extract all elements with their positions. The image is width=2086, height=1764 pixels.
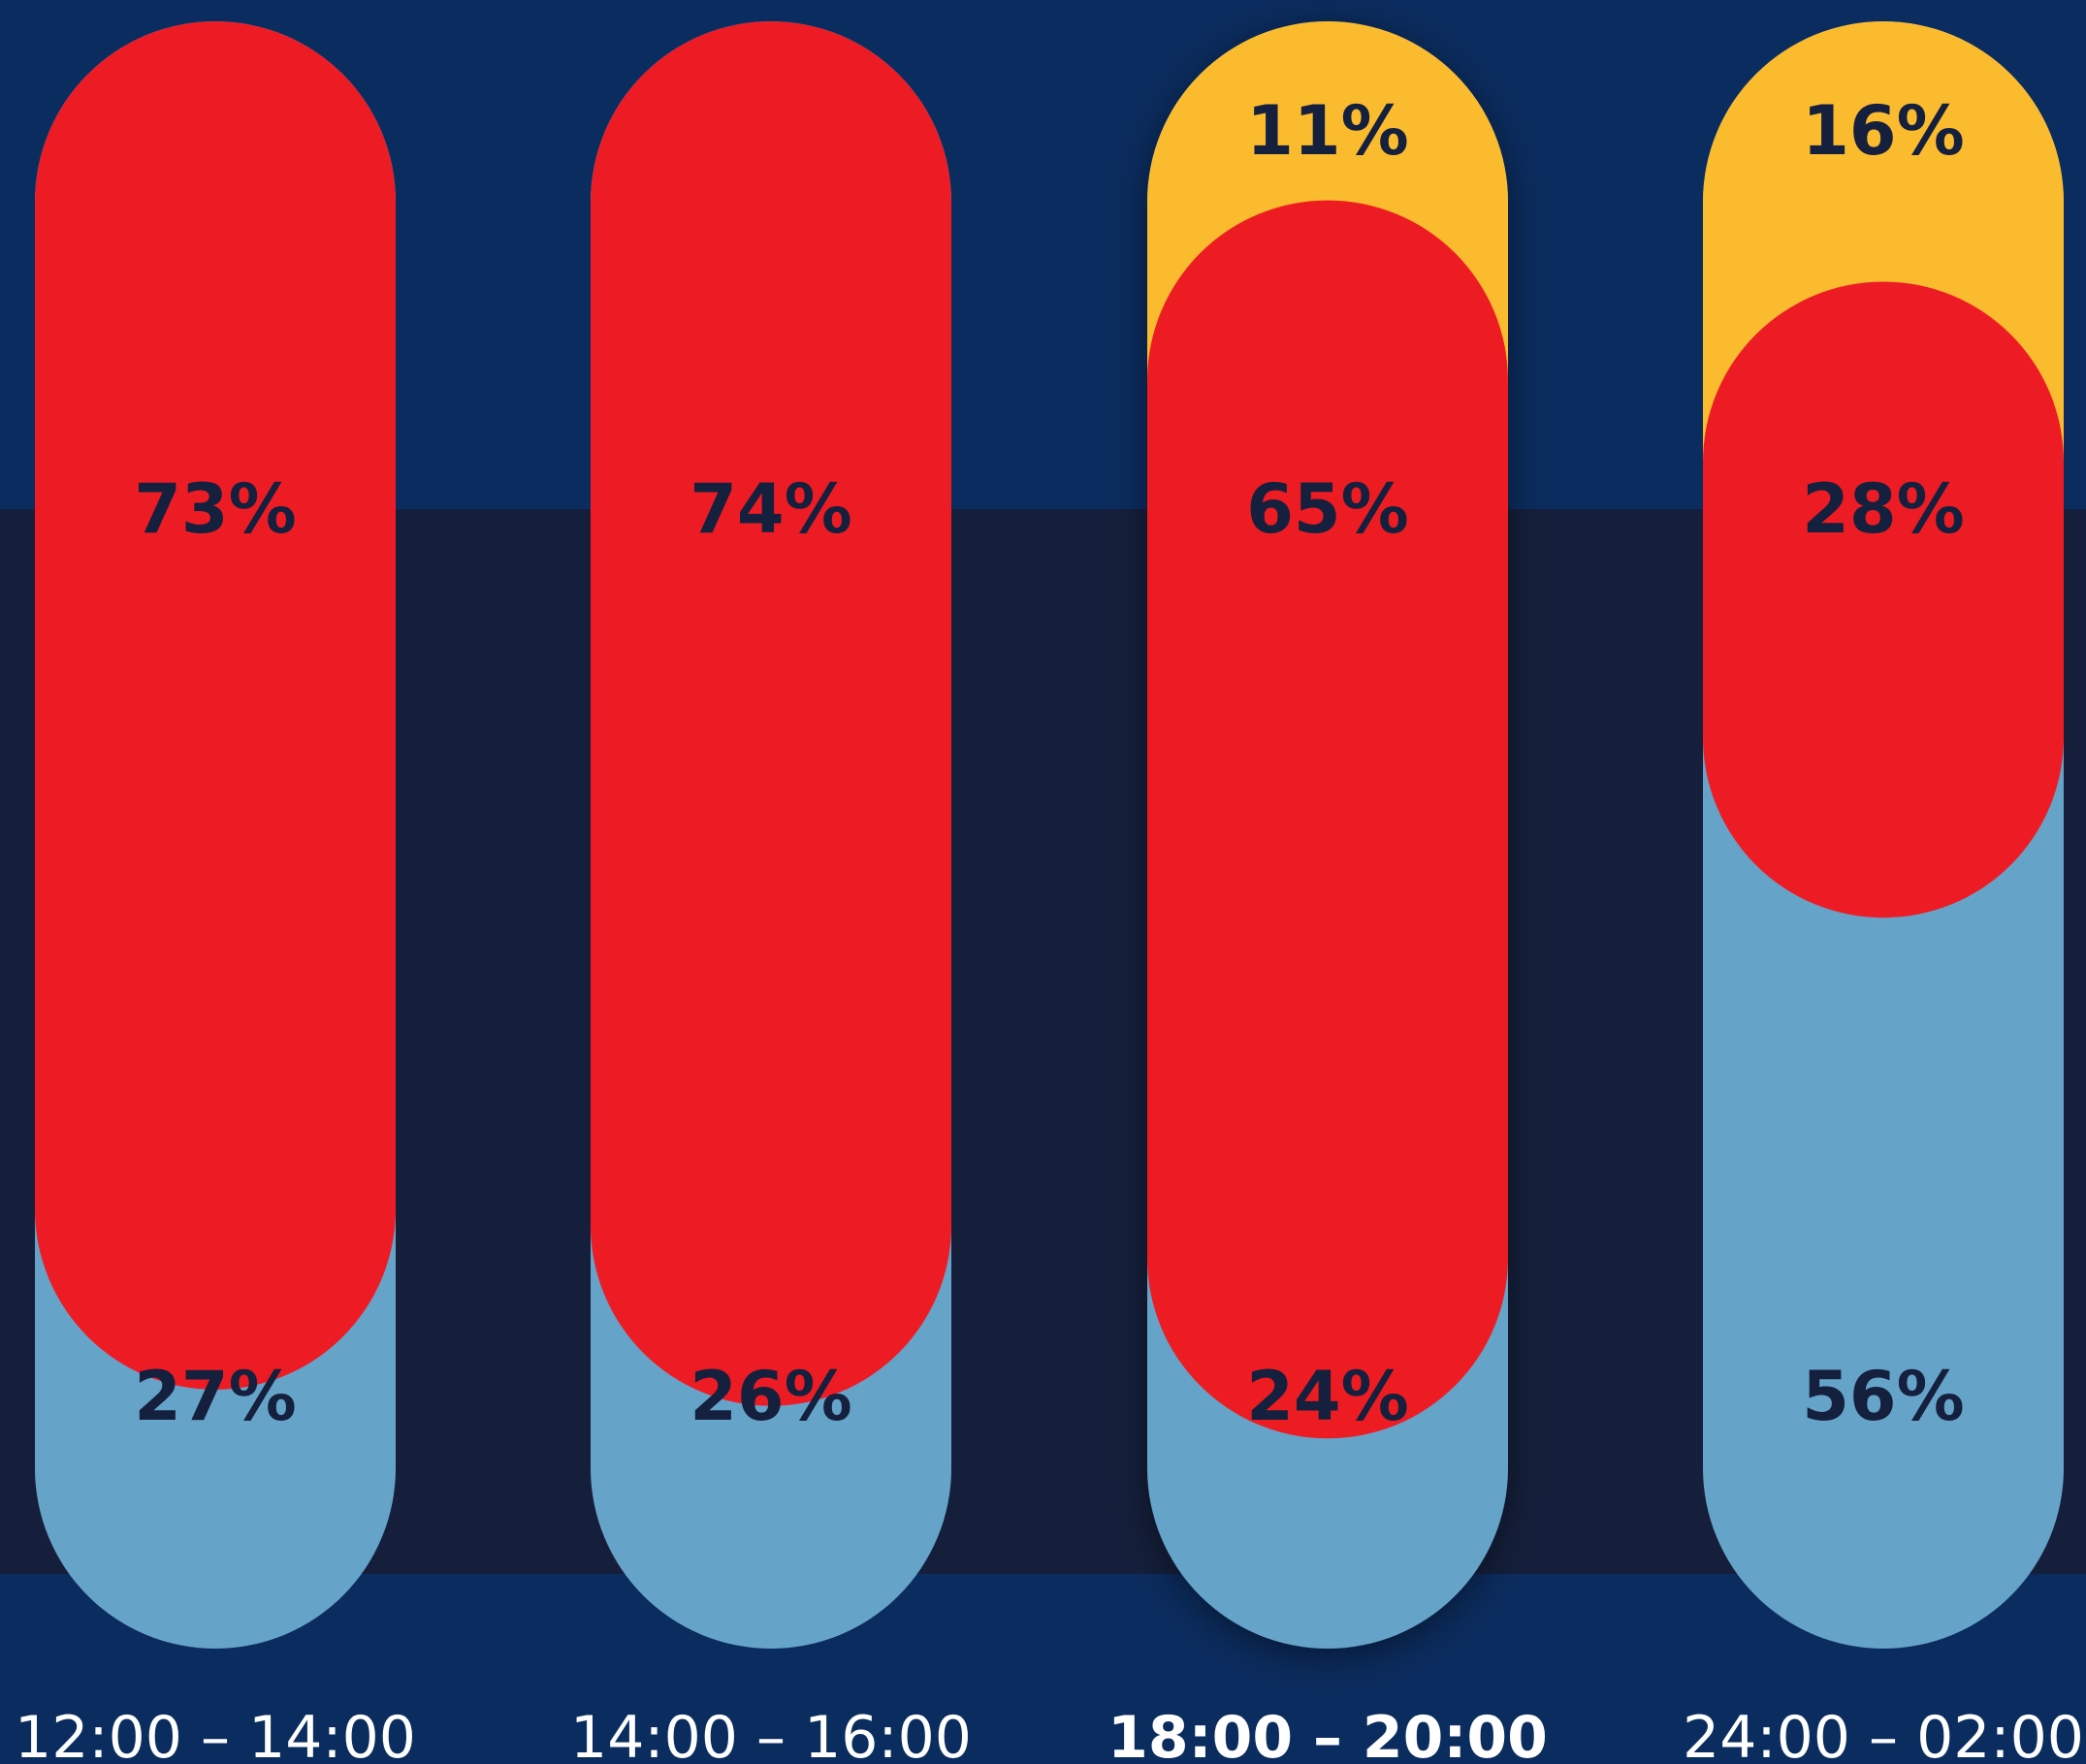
bar-value-label: 65% — [1246, 469, 1409, 549]
bar-value-label: 73% — [134, 469, 297, 549]
bar-value-label: 56% — [1802, 1357, 1965, 1436]
bar-segment-mid — [1703, 281, 2064, 918]
bar-value-label: 11% — [1246, 91, 1409, 171]
bar-segment-mid — [1147, 200, 1508, 1439]
bar-segment-mid — [35, 21, 396, 1390]
bar-group — [591, 21, 951, 1649]
bar-group — [1703, 21, 2064, 1649]
bar-value-label: 26% — [690, 1357, 852, 1436]
bar-value-label: 74% — [690, 469, 852, 549]
category-label: 24:00 – 02:00 — [1683, 1704, 2084, 1764]
bar-value-label: 24% — [1246, 1357, 1409, 1436]
labels-layer: 73% 27% 12:00 – 14:00 74% 26% 14:00 – 16:00 11… — [15, 91, 2084, 1764]
bar-segment-mid — [591, 21, 951, 1406]
category-label: 14:00 – 16:00 — [570, 1704, 972, 1764]
bar-value-label: 16% — [1802, 91, 1965, 171]
bar-value-label: 28% — [1802, 469, 1965, 549]
bar-value-label: 27% — [134, 1357, 297, 1436]
category-label: 12:00 – 14:00 — [15, 1704, 416, 1764]
bars-layer — [35, 21, 2064, 1649]
bar-group — [1147, 21, 1508, 1649]
bar-group — [35, 21, 396, 1649]
category-label: 18:00 – 20:00 — [1107, 1704, 1548, 1764]
